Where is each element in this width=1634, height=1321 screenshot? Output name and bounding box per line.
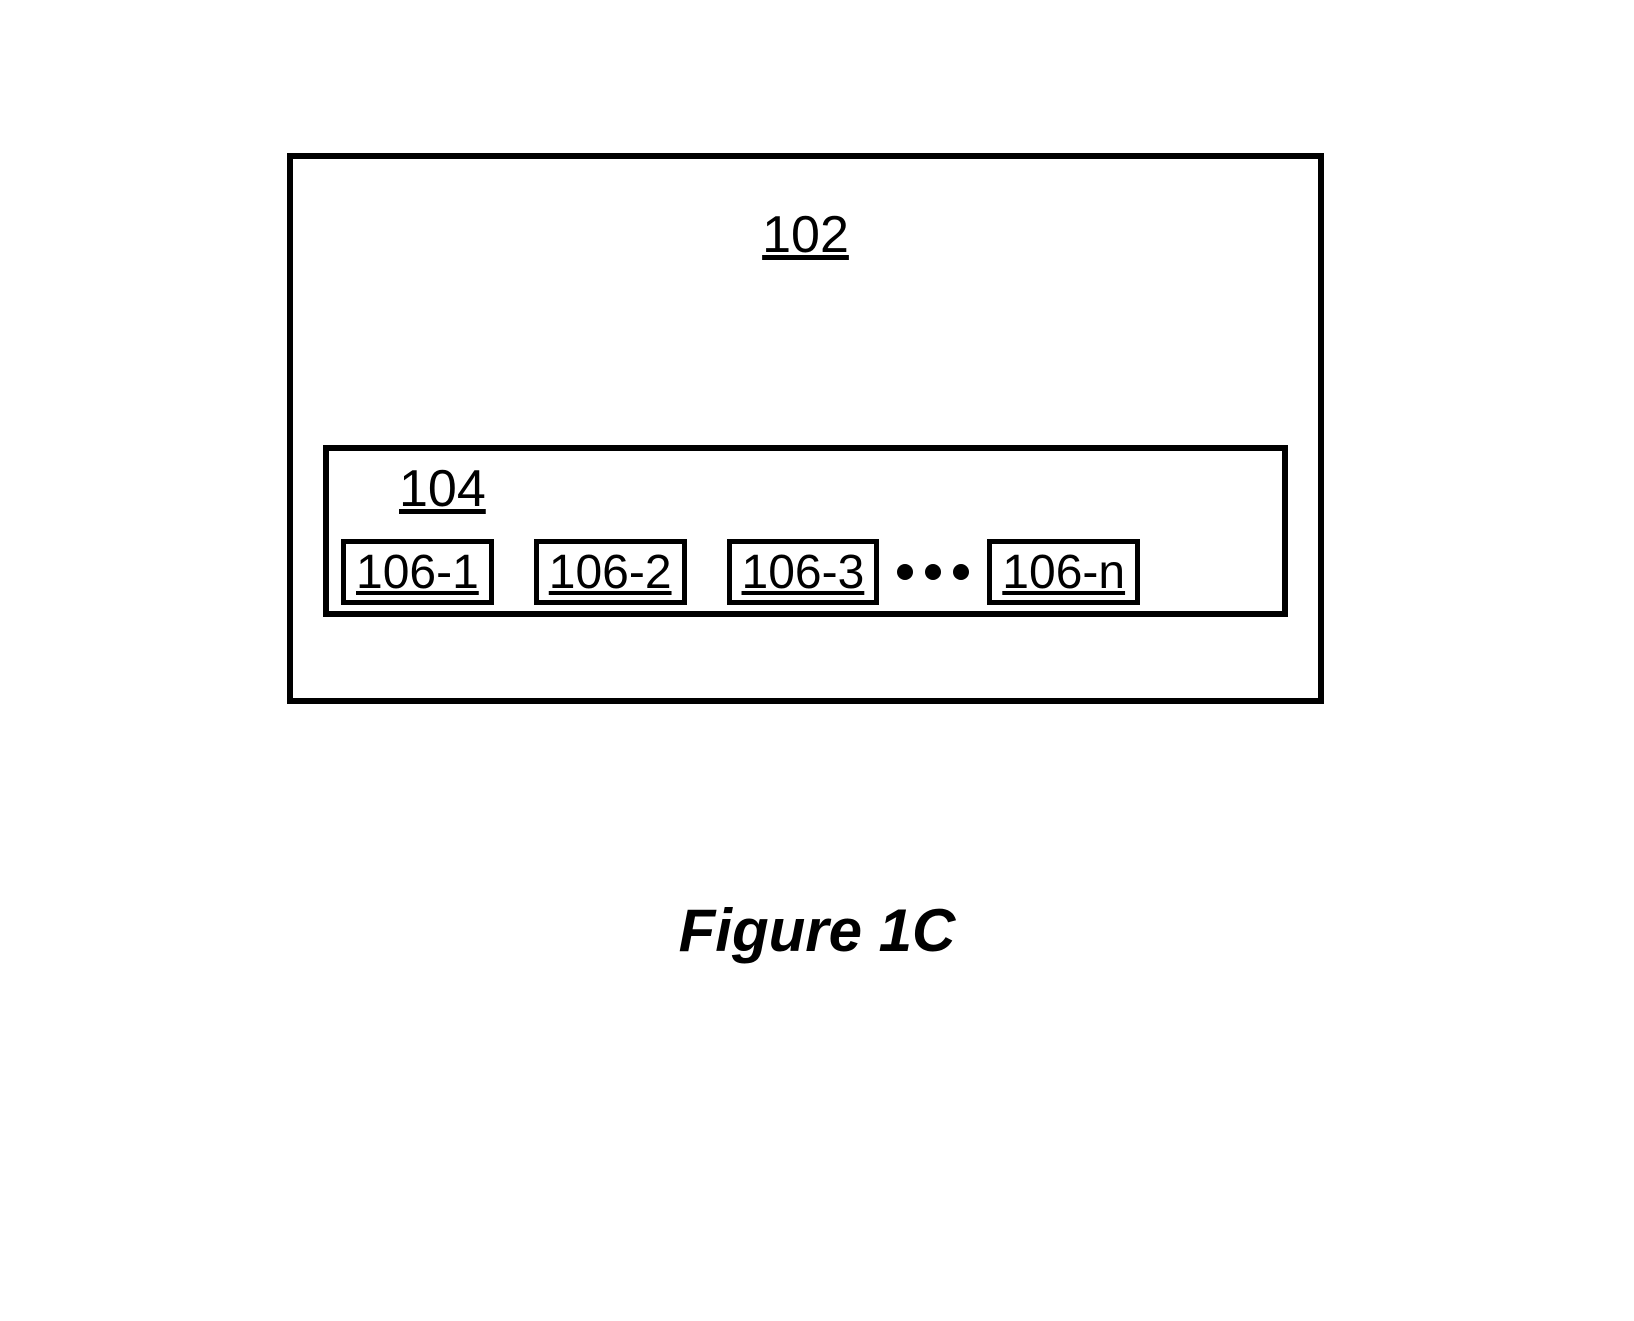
inner-container-box: 104 106-1 106-2 106-3 106-n: [323, 445, 1288, 617]
slot-box: 106-3: [727, 539, 880, 605]
slot-box: 106-2: [534, 539, 687, 605]
outer-container-box: 102 104 106-1 106-2 106-3 106-n: [287, 153, 1324, 704]
dot-icon: [925, 564, 941, 580]
ellipsis-dots: [897, 564, 969, 580]
slots-row: 106-1 106-2 106-3 106-n: [341, 539, 1281, 605]
outer-box-label: 102: [762, 205, 849, 265]
slot-box: 106-1: [341, 539, 494, 605]
figure-caption: Figure 1C: [679, 896, 956, 965]
inner-box-label: 104: [399, 459, 486, 519]
dot-icon: [953, 564, 969, 580]
dot-icon: [897, 564, 913, 580]
slot-box: 106-n: [987, 539, 1140, 605]
